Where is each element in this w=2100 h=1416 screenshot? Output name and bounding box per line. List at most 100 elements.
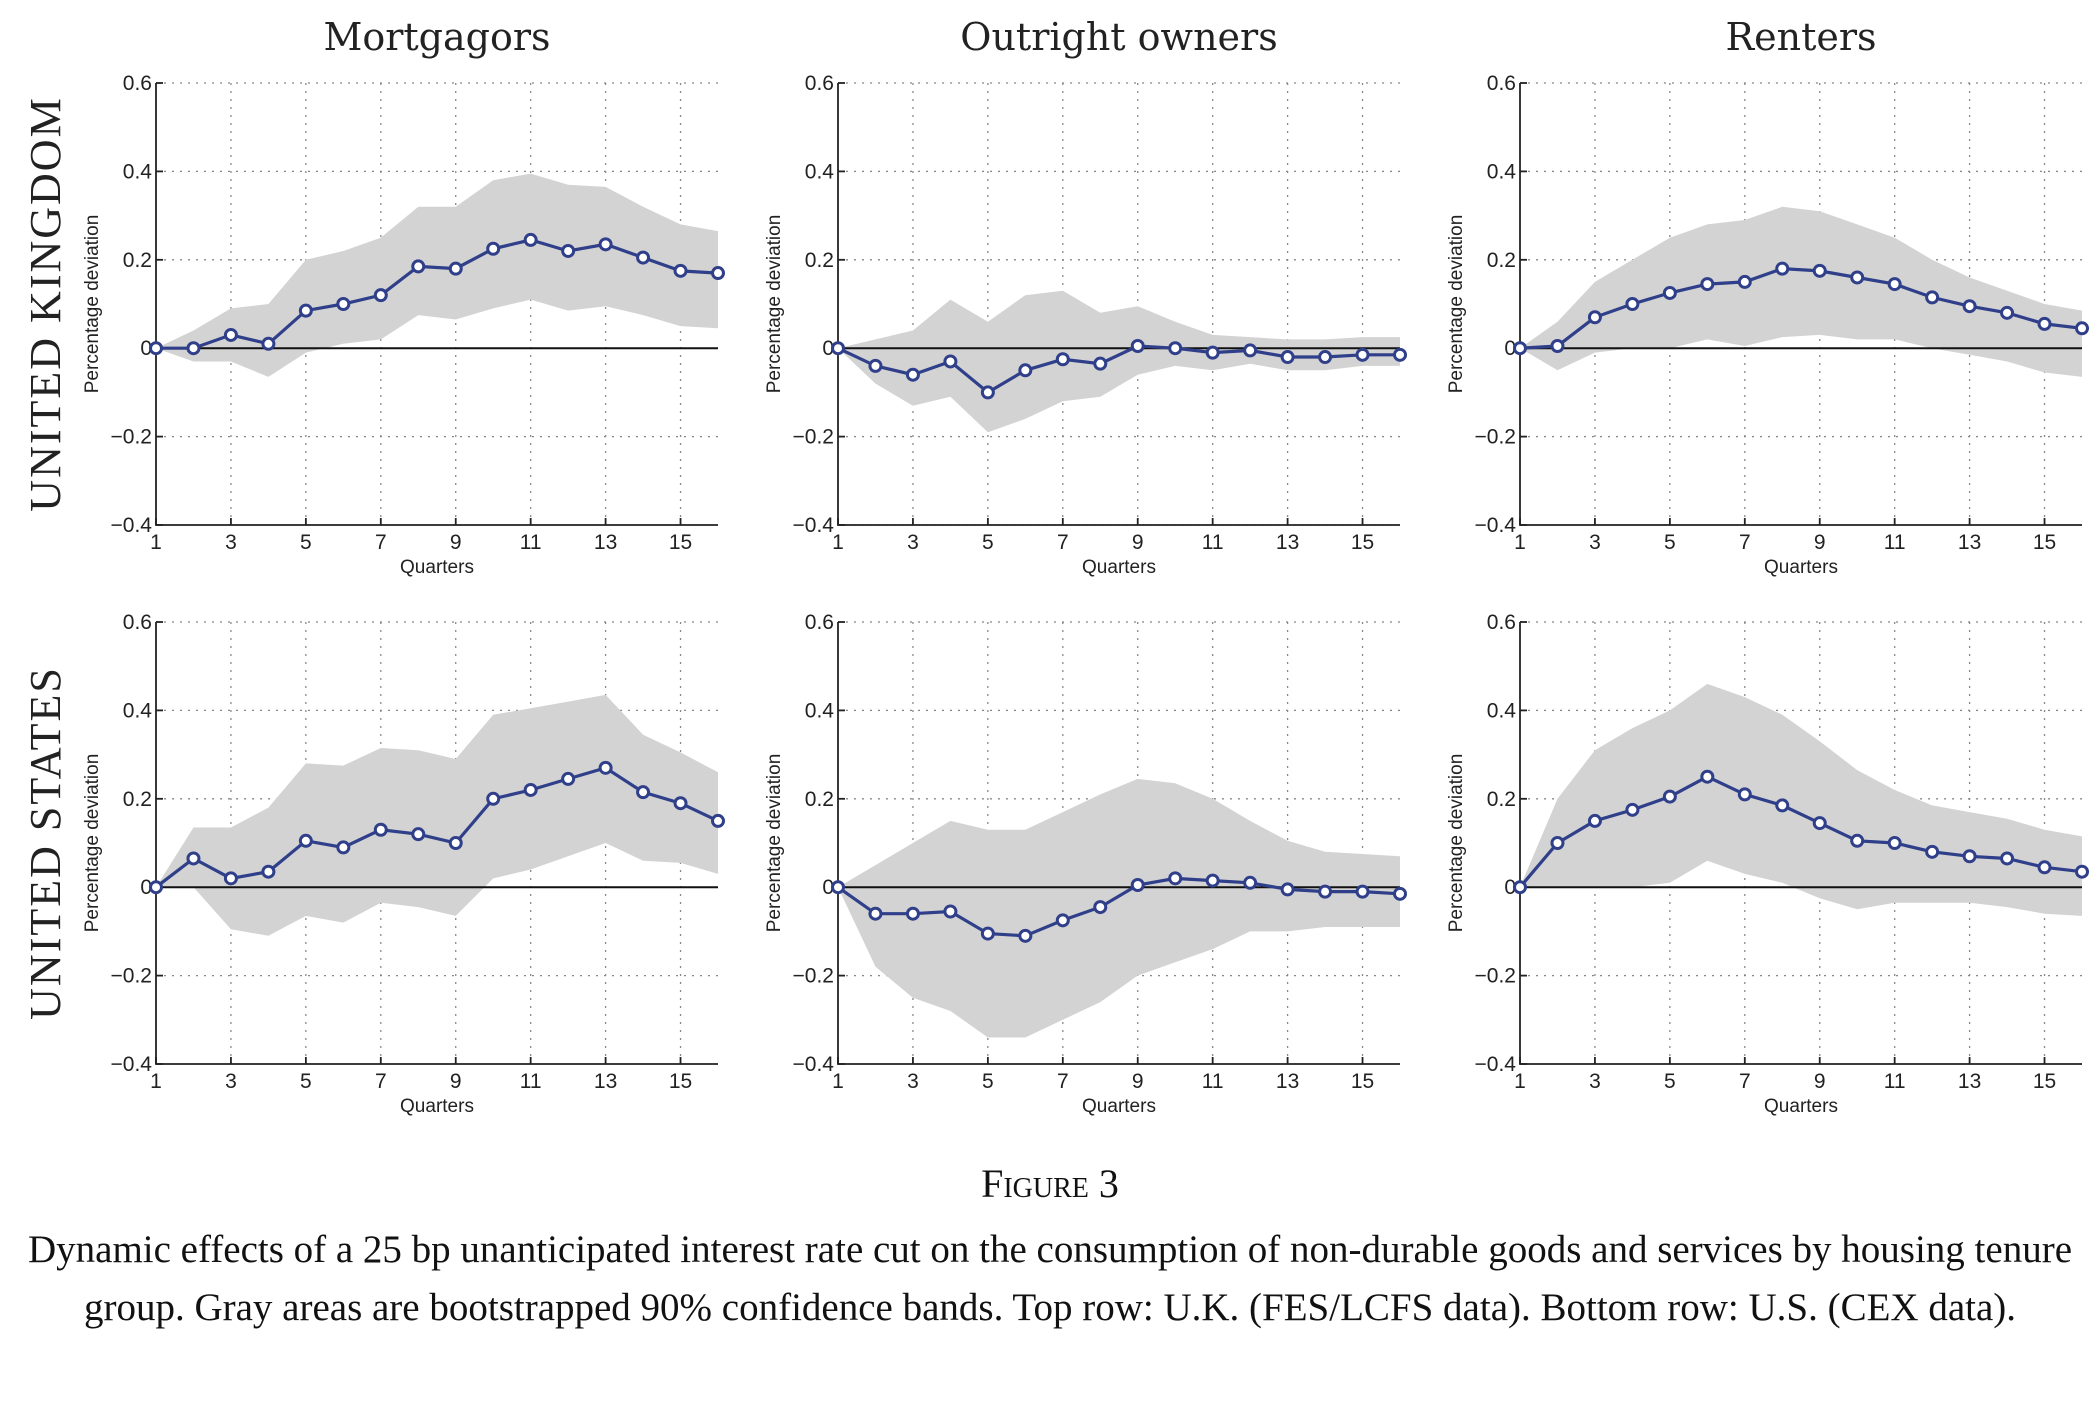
y-tick-label: 0.6 <box>805 72 834 95</box>
figure-caption-text: Dynamic effects of a 25 bp unanticipated… <box>27 1228 2073 1329</box>
data-point <box>1700 769 1715 784</box>
x-tick-label: 5 <box>300 531 312 554</box>
y-tick-label: 0.6 <box>1487 611 1516 634</box>
x-tick-label: 3 <box>1589 531 1601 554</box>
y-tick-label: −0.4 <box>1475 1053 1517 1076</box>
data-point <box>1700 277 1715 292</box>
data-point <box>980 385 995 400</box>
data-point <box>561 771 576 786</box>
data-point <box>636 785 651 800</box>
y-tick-label: 0.2 <box>805 788 834 811</box>
data-point <box>598 760 613 775</box>
data-point <box>1205 345 1220 360</box>
data-point <box>486 791 501 806</box>
panel-united-kingdom-renters: −0.4−0.200.20.40.61 3 5 7 9 11 13 15QuartersPer… <box>1446 72 2089 578</box>
x-tick-label: 13 <box>1958 531 1981 554</box>
data-point <box>868 906 883 921</box>
data-point <box>1318 350 1333 365</box>
y-tick-label: 0.4 <box>1487 160 1517 183</box>
data-point <box>1550 338 1565 353</box>
data-point <box>1662 789 1677 804</box>
figure-label: Figure 3 <box>981 1161 1119 1206</box>
y-tick-label: 0.2 <box>123 788 152 811</box>
data-point <box>1018 363 1033 378</box>
y-tick-label: 0.2 <box>123 249 152 272</box>
data-point <box>2075 864 2089 879</box>
x-tick-label: 9 <box>450 1070 462 1093</box>
confidence-band <box>838 778 1400 1038</box>
data-point <box>636 250 651 265</box>
y-axis-label: Percentage deviation <box>764 215 785 394</box>
y-tick-label: −0.4 <box>1475 514 1517 537</box>
data-point <box>298 833 313 848</box>
y-tick-label: −0.4 <box>111 1053 153 1076</box>
data-point <box>1925 844 1940 859</box>
data-point <box>1093 900 1108 915</box>
x-tick-label: 13 <box>594 531 617 554</box>
x-tick-label: 11 <box>1202 1070 1224 1093</box>
panel-united-states-outright-owners: −0.4−0.200.20.40.61 3 5 7 9 11 13 15QuartersPer… <box>764 611 1407 1117</box>
data-point <box>868 358 883 373</box>
series-line <box>1518 774 2083 889</box>
data-point <box>186 341 201 356</box>
data-point <box>1887 277 1902 292</box>
y-tick-label: −0.4 <box>111 514 153 537</box>
row-title: UNITED STATES <box>21 666 70 1020</box>
data-point <box>1055 352 1070 367</box>
x-tick-label: 9 <box>1814 531 1826 554</box>
y-tick-label: −0.2 <box>111 426 152 449</box>
data-point <box>905 367 920 382</box>
x-tick-label: 11 <box>520 531 542 554</box>
data-point <box>1243 343 1258 358</box>
column-title: Mortgagors <box>323 15 550 59</box>
x-tick-label: 15 <box>669 1070 692 1093</box>
confidence-band <box>156 694 718 936</box>
data-point <box>336 297 351 311</box>
data-point <box>1130 877 1145 892</box>
data-point <box>523 232 538 247</box>
column-title: Renters <box>1726 15 1877 59</box>
y-tick-label: −0.2 <box>793 965 834 988</box>
y-axis-label: Percentage deviation <box>82 215 103 394</box>
x-tick-label: 5 <box>1664 531 1676 554</box>
data-point <box>1168 341 1183 356</box>
y-tick-label: 0.2 <box>1487 788 1516 811</box>
data-point <box>1737 274 1752 289</box>
data-point <box>1737 787 1752 802</box>
x-tick-label: 5 <box>1664 1070 1676 1093</box>
y-tick-label: 0.4 <box>1487 699 1517 722</box>
x-tick-label: 15 <box>1351 1070 1374 1093</box>
column-title: Outright owners <box>960 15 1277 59</box>
confidence-band <box>156 173 718 377</box>
x-tick-label: 9 <box>450 531 462 554</box>
x-tick-label: 5 <box>982 531 994 554</box>
x-tick-label: 11 <box>1884 531 1906 554</box>
data-point <box>1550 836 1565 850</box>
data-point <box>1812 816 1827 831</box>
y-tick-label: −0.2 <box>793 426 834 449</box>
data-point <box>1587 310 1602 325</box>
y-axis-label: Percentage deviation <box>764 754 785 933</box>
y-tick-label: 0 <box>1504 876 1516 899</box>
panel-united-states-mortgagors: −0.4−0.200.20.40.61 3 5 7 9 11 13 15QuartersPer… <box>82 611 725 1117</box>
data-point <box>1280 882 1295 897</box>
data-point <box>1850 833 1865 848</box>
y-axis-label: Percentage deviation <box>1446 754 1467 933</box>
data-point <box>598 237 613 252</box>
y-tick-label: 0.4 <box>123 160 153 183</box>
y-axis-label: Percentage deviation <box>82 754 103 933</box>
x-tick-label: 1 <box>1514 1070 1526 1093</box>
x-tick-label: 7 <box>1739 1070 1751 1093</box>
data-point <box>1243 875 1258 890</box>
data-point <box>2037 860 2052 875</box>
x-tick-label: 7 <box>1057 1070 1069 1093</box>
data-point <box>1393 886 1407 901</box>
row-title: UNITED KINGDOM <box>21 96 70 511</box>
data-point <box>448 261 463 276</box>
y-tick-label: 0.2 <box>805 249 834 272</box>
data-point <box>448 836 463 850</box>
data-point <box>486 241 501 256</box>
x-tick-label: 7 <box>1739 531 1751 554</box>
data-point <box>711 266 725 281</box>
x-tick-label: 3 <box>907 1070 919 1093</box>
